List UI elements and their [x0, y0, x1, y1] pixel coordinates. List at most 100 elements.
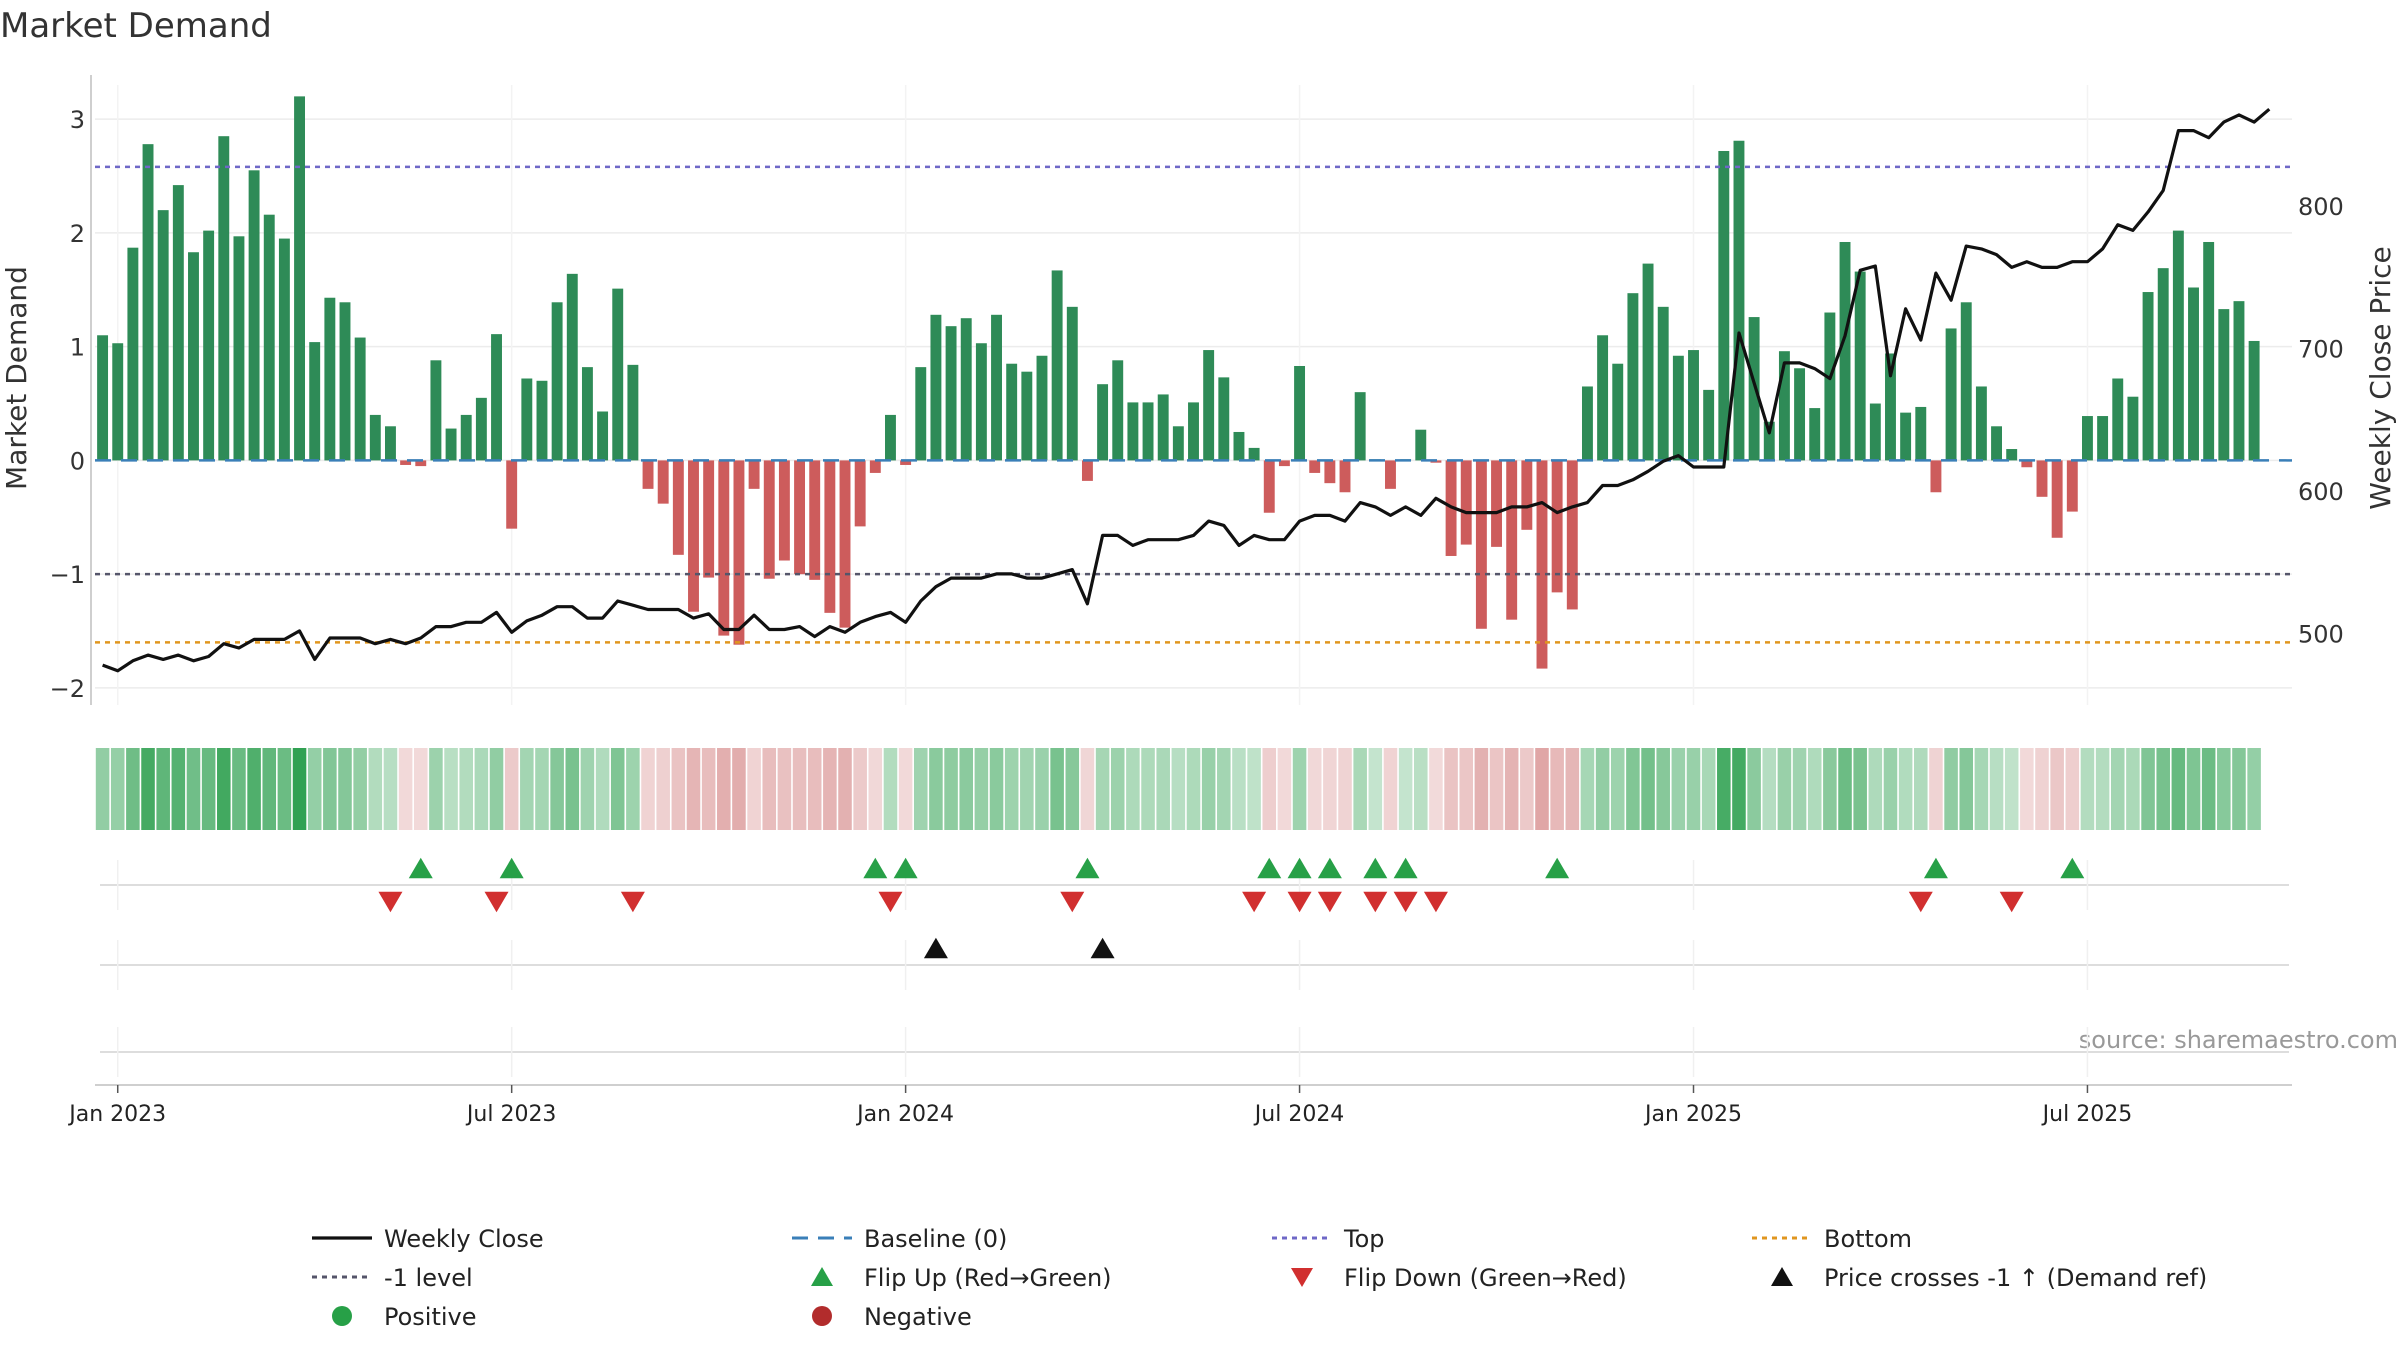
heat-cell	[1671, 748, 1686, 830]
demand-bar	[1915, 406, 1927, 461]
demand-bar	[1081, 460, 1093, 481]
demand-bar	[1809, 408, 1821, 461]
heat-cell	[1914, 748, 1928, 830]
heat-cell	[732, 748, 746, 830]
heat-cell	[1292, 748, 1307, 830]
demand-bar	[2006, 449, 2018, 461]
y2-tick-label: 700	[2298, 336, 2344, 364]
legend-label: Positive	[384, 1303, 477, 1331]
demand-bar	[2203, 241, 2215, 461]
flip-down-marker	[378, 891, 403, 913]
demand-bar	[2127, 396, 2139, 461]
heat-cell	[701, 748, 716, 830]
demand-bar	[2036, 460, 2048, 497]
x-tick-label: Jan 2024	[855, 1102, 954, 1127]
heat-cell	[1277, 748, 1292, 830]
demand-bar	[1475, 460, 1487, 629]
demand-bar	[1006, 363, 1018, 461]
heat-cell	[792, 748, 807, 830]
flip-down-marker	[1908, 891, 1933, 913]
heat-cell	[1944, 748, 1958, 830]
flip-up-marker	[1075, 857, 1100, 879]
demand-bar	[97, 335, 109, 461]
heat-cell	[1883, 748, 1898, 830]
heat-cell	[671, 748, 686, 830]
demand-bar	[1763, 421, 1775, 461]
heat-cell	[1747, 748, 1761, 830]
demand-bar	[1294, 365, 1306, 461]
heat-cell	[1020, 748, 1034, 830]
heat-cell	[823, 748, 837, 830]
demand-bar	[1536, 460, 1548, 669]
heat-cell	[989, 748, 1004, 830]
demand-bar	[475, 397, 487, 461]
heat-strip	[95, 748, 2261, 830]
heat-cell	[1110, 748, 1125, 830]
heat-cell	[186, 748, 201, 830]
heat-cell	[1520, 748, 1534, 830]
demand-bar	[2066, 460, 2078, 512]
heat-cell	[1777, 748, 1792, 830]
heat-cell	[217, 748, 231, 830]
legend-label: Baseline (0)	[864, 1225, 1007, 1253]
heat-cell	[717, 748, 731, 830]
flip-up-marker	[1257, 857, 1282, 879]
demand-bar	[1824, 312, 1836, 461]
demand-bar	[2142, 292, 2154, 461]
heat-cell	[1095, 748, 1110, 830]
demand-bar	[218, 136, 230, 461]
legend-label: Weekly Close	[384, 1225, 544, 1253]
demand-bar	[339, 302, 351, 461]
heat-cell	[444, 748, 458, 830]
y2-tick-label: 500	[2298, 621, 2344, 649]
flip-up-marker	[408, 857, 433, 879]
heat-cell	[277, 748, 292, 830]
x-tick-label: Jan 2023	[67, 1102, 166, 1127]
demand-bar	[1657, 306, 1669, 461]
heat-cell	[565, 748, 580, 830]
heat-cell	[1792, 748, 1807, 830]
demand-bar	[778, 460, 790, 561]
demand-bar	[2112, 378, 2124, 461]
y2-tick-label: 800	[2298, 193, 2344, 221]
flip-down-marker	[1999, 891, 2024, 913]
demand-bar	[900, 460, 912, 465]
demand-bar	[248, 170, 260, 461]
legend-swatch	[1291, 1268, 1313, 1287]
heat-cell	[929, 748, 943, 830]
demand-bar	[1945, 328, 1957, 461]
heat-cell	[838, 748, 852, 830]
heat-cell	[1868, 748, 1883, 830]
flip-up-marker	[1317, 857, 1342, 879]
demand-bar	[824, 460, 836, 613]
heat-cell	[807, 748, 822, 830]
demand-bar	[294, 96, 306, 461]
flip-down-marker	[1287, 891, 1312, 913]
x-tick-label: Jul 2024	[1253, 1102, 1345, 1127]
demand-bar	[1066, 306, 1078, 461]
heat-cell	[1429, 748, 1443, 830]
heat-cell	[307, 748, 322, 830]
heat-cell	[1701, 748, 1716, 830]
heat-cell	[1626, 748, 1640, 830]
heat-cell	[1762, 748, 1777, 830]
demand-bar	[1278, 460, 1290, 467]
price-cross-marker	[1090, 937, 1115, 959]
heat-cell	[1656, 748, 1670, 830]
demand-bar	[1203, 350, 1215, 461]
demand-bar	[2097, 416, 2109, 461]
demand-bar	[1733, 140, 1745, 461]
demand-bar	[642, 460, 654, 489]
heat-cell	[1732, 748, 1746, 830]
demand-bar	[1869, 403, 1881, 461]
heat-cell	[1126, 748, 1140, 830]
demand-bar	[718, 460, 730, 636]
heat-cell	[853, 748, 867, 830]
heat-cell	[110, 748, 125, 830]
x-tick-label: Jul 2025	[2041, 1102, 2133, 1127]
demand-bar	[536, 380, 548, 461]
demand-bar	[975, 343, 987, 461]
y2-tick-label: 600	[2298, 478, 2344, 506]
demand-bar	[566, 273, 578, 461]
